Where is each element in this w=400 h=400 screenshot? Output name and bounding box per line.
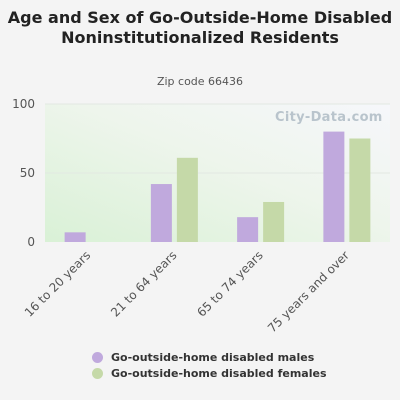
chart-title: Age and Sex of Go-Outside-Home Disabled … [0, 8, 400, 48]
bar-females-2 [263, 201, 285, 242]
bar-females-1 [176, 157, 198, 242]
bar-males-2 [237, 217, 259, 242]
bar-females-3 [349, 138, 371, 242]
watermark-text: City-Data.com [275, 110, 383, 125]
y-axis-ticks: 0 50 100 [12, 97, 35, 249]
y-tick-label: 0 [27, 235, 35, 249]
y-tick-label: 100 [12, 97, 35, 111]
x-tick-label: 16 to 20 years [22, 248, 93, 319]
x-axis-ticks: 16 to 20 years 21 to 64 years 65 to 74 yea… [22, 248, 352, 335]
chart-subtitle: Zip code 66436 [156, 75, 244, 88]
y-tick-label: 50 [20, 166, 35, 180]
legend-swatch-males [92, 351, 103, 363]
chart-title-text: Age and Sex of Go-Outside-Home Disabled … [7, 8, 393, 47]
x-tick-label: 75 years and over [265, 248, 352, 335]
legend-label-females: Go-outside-home disabled females [111, 366, 327, 380]
x-tick-label: 21 to 64 years [108, 248, 179, 319]
legend-item-males: Go-outside-home disabled males [92, 349, 327, 365]
bar-males-3 [323, 131, 345, 242]
bar-males-1 [150, 184, 172, 242]
x-tick-label: 65 to 74 years [194, 248, 265, 319]
bars [64, 131, 371, 242]
legend-item-females: Go-outside-home disabled females [92, 365, 327, 381]
legend-label-males: Go-outside-home disabled males [111, 350, 315, 364]
legend-swatch-females [92, 367, 103, 379]
legend: Go-outside-home disabled males Go-outsid… [92, 349, 327, 381]
bar-males-0 [64, 232, 86, 242]
